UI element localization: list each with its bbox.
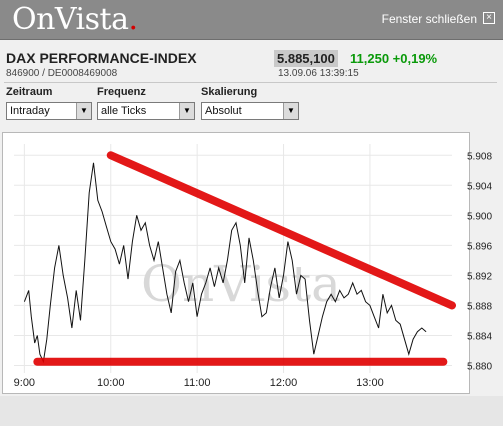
close-icon[interactable]: × [483, 12, 495, 24]
chevron-down-icon[interactable]: ▼ [76, 103, 91, 119]
zeitraum-select[interactable]: Intraday ▼ [6, 102, 92, 120]
y-tick-label: 5.892 [467, 271, 492, 282]
watermark-text: OnVista [141, 255, 341, 313]
skalierung-value: Absolut [205, 105, 242, 117]
last-price: 5.885,100 [274, 50, 338, 67]
y-tick-label: 5.888 [467, 301, 492, 312]
logo-text: OnVista [12, 2, 129, 37]
header-bar: OnVista. Fenster schließen × [0, 0, 503, 40]
x-tick-label: 9:00 [14, 377, 35, 389]
zeitraum-label: Zeitraum [6, 86, 53, 98]
price-change: 11,250 +0,19% [350, 51, 438, 66]
x-tick-label: 10:00 [97, 377, 125, 389]
frequenz-select[interactable]: alle Ticks ▼ [97, 102, 195, 120]
onvista-logo: OnVista. [12, 2, 138, 37]
footer-bar [0, 396, 503, 426]
frequenz-label: Frequenz [97, 86, 146, 98]
y-tick-label: 5.896 [467, 241, 492, 252]
x-tick-label: 11:00 [184, 377, 211, 389]
skalierung-label: Skalierung [201, 86, 258, 98]
x-tick-label: 12:00 [270, 377, 298, 389]
red-trendline [106, 151, 456, 310]
chevron-down-icon[interactable]: ▼ [283, 103, 298, 119]
price-series-line [23, 162, 427, 364]
skalierung-select[interactable]: Absolut ▼ [201, 102, 299, 120]
y-tick-label: 5.904 [467, 181, 492, 192]
zeitraum-value: Intraday [10, 105, 50, 117]
divider [4, 82, 497, 83]
quote-datetime: 13.09.06 13:39:15 [278, 68, 359, 79]
y-tick-label: 5.880 [467, 361, 492, 372]
chart-frame [2, 132, 470, 394]
close-window-link[interactable]: Fenster schließen [381, 12, 477, 26]
x-tick-label: 13:00 [356, 377, 384, 389]
instrument-name: DAX PERFORMANCE-INDEX [6, 50, 197, 66]
instrument-ids: 846900 / DE0008469008 [6, 68, 118, 79]
logo-dot: . [128, 2, 139, 37]
y-tick-label: 5.900 [467, 211, 492, 222]
y-tick-label: 5.884 [467, 331, 492, 342]
y-tick-label: 5.908 [467, 151, 492, 162]
chevron-down-icon[interactable]: ▼ [179, 103, 194, 119]
frequenz-value: alle Ticks [101, 105, 147, 117]
